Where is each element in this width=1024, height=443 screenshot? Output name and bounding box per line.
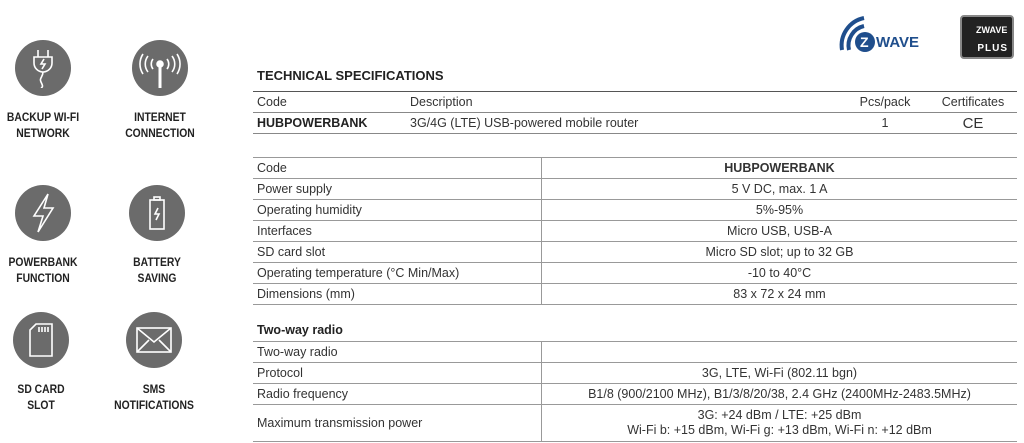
envelope-icon — [126, 312, 182, 368]
spec-label: Interfaces — [253, 220, 542, 242]
spec-value: 5 V DC, max. 1 A — [541, 178, 1017, 200]
spec-label: Radio frequency — [253, 383, 542, 405]
antenna-icon — [132, 40, 188, 96]
spec-value: Micro SD slot; up to 32 GB — [541, 241, 1017, 263]
table-row: Operating temperature (°C Min/Max) -10 to… — [253, 262, 1017, 284]
spec-label: Code — [253, 157, 542, 179]
spec-label: Operating temperature (°C Min/Max) — [253, 262, 542, 284]
feature-sd-card: SD CARD SLOT — [0, 312, 96, 414]
table-row: Interfaces Micro USB, USB-A — [253, 220, 1017, 242]
feature-label: FUNCTION — [16, 273, 70, 285]
spec-value: 3G, LTE, Wi-Fi (802.11 bgn) — [541, 362, 1017, 384]
feature-label: CONNECTION — [125, 128, 195, 140]
table-row: Protocol 3G, LTE, Wi-Fi (802.11 bgn) — [253, 362, 1017, 384]
page-title: TECHNICAL SPECIFICATIONS — [257, 68, 444, 83]
sd-card-icon — [13, 312, 69, 368]
spec-label: Power supply — [253, 178, 542, 200]
spec-value: 83 x 72 x 24 mm — [541, 283, 1017, 305]
product-code: HUBPOWERBANK — [257, 116, 368, 130]
spec-value: Micro USB, USB-A — [541, 220, 1017, 242]
header-description: Description — [410, 95, 473, 109]
spec-label: Operating humidity — [253, 199, 542, 221]
feature-label: NETWORK — [16, 128, 70, 140]
table-row: Power supply 5 V DC, max. 1 A — [253, 178, 1017, 200]
feature-label: INTERNET — [134, 112, 186, 124]
product-table: Code Description Pcs/pack Certificates H… — [253, 91, 1017, 134]
spec-value: HUBPOWERBANK — [541, 157, 1017, 179]
specs-table: Code HUBPOWERBANK Power supply 5 V DC, max.… — [253, 157, 1017, 305]
feature-label: SLOT — [27, 400, 55, 412]
product-description: 3G/4G (LTE) USB-powered mobile router — [410, 116, 639, 130]
feature-label: BATTERY — [133, 257, 181, 269]
table-row: Dimensions (mm) 83 x 72 x 24 mm — [253, 283, 1017, 305]
table-row: Maximum transmission power 3G: +24 dBm / … — [253, 404, 1017, 442]
feature-label: POWERBANK — [8, 257, 78, 269]
table-row: Two-way radio — [253, 341, 1017, 363]
feature-label: BACKUP WI-FI — [6, 112, 80, 124]
spec-label: Protocol — [253, 362, 542, 384]
spec-label: Maximum transmission power — [253, 404, 542, 442]
spec-label: Two-way radio — [253, 341, 542, 363]
table-row: Code HUBPOWERBANK — [253, 157, 1017, 179]
feature-backup-wifi: BACKUP WI-FI NETWORK — [0, 40, 98, 142]
battery-icon — [129, 185, 185, 241]
spec-label: SD card slot — [253, 241, 542, 263]
spec-value: 5%-95% — [541, 199, 1017, 221]
feature-label: SD CARD — [17, 384, 65, 396]
table-row: Radio frequency B1/8 (900/2100 MHz), B1/3… — [253, 383, 1017, 405]
product-pcs: 1 — [881, 116, 889, 130]
radio-table: Two-way radio Protocol 3G, LTE, Wi-Fi (802… — [253, 341, 1017, 442]
feature-internet: INTERNET CONNECTION — [105, 40, 215, 142]
feature-label: NOTIFICATIONS — [114, 400, 194, 412]
spec-value — [541, 341, 1017, 363]
spec-value: B1/8 (900/2100 MHz), B1/3/8/20/38, 2.4 G… — [541, 383, 1017, 405]
zwave-logo: Z WAVE — [838, 14, 948, 54]
header-pcs: Pcs/pack — [859, 95, 911, 109]
spec-value-line: 3G: +24 dBm / LTE: +25 dBm — [697, 408, 862, 422]
lightning-icon — [15, 185, 71, 241]
plug-icon — [15, 40, 71, 96]
spec-value-line: Wi-Fi b: +15 dBm, Wi-Fi g: +13 dBm, Wi-F… — [627, 423, 932, 437]
svg-text:WAVE: WAVE — [876, 34, 919, 51]
spec-value: 3G: +24 dBm / LTE: +25 dBm Wi-Fi b: +15 d… — [541, 404, 1017, 442]
table-row: HUBPOWERBANK 3G/4G (LTE) USB-powered mob… — [253, 113, 1017, 134]
table-row: SD card slot Micro SD slot; up to 32 GB — [253, 241, 1017, 263]
header-certificates: Certificates — [941, 95, 1005, 109]
table-row: Operating humidity 5%-95% — [253, 199, 1017, 221]
svg-text:Z: Z — [860, 34, 869, 50]
ce-mark: CE — [962, 114, 984, 132]
header-code: Code — [257, 95, 287, 109]
feature-label: SMS — [142, 384, 166, 396]
spec-value: -10 to 40°C — [541, 262, 1017, 284]
spec-label: Dimensions (mm) — [253, 283, 542, 305]
feature-sms: SMS NOTIFICATIONS — [99, 312, 209, 414]
feature-label: SAVING — [137, 273, 177, 285]
table-header-row: Code Description Pcs/pack Certificates — [253, 92, 1017, 113]
feature-battery: BATTERY SAVING — [102, 185, 212, 287]
feature-powerbank: POWERBANK FUNCTION — [0, 185, 98, 287]
zwave-plus-logo: ZWAVE PLUS — [960, 15, 1014, 59]
section-heading: Two-way radio — [257, 323, 343, 337]
